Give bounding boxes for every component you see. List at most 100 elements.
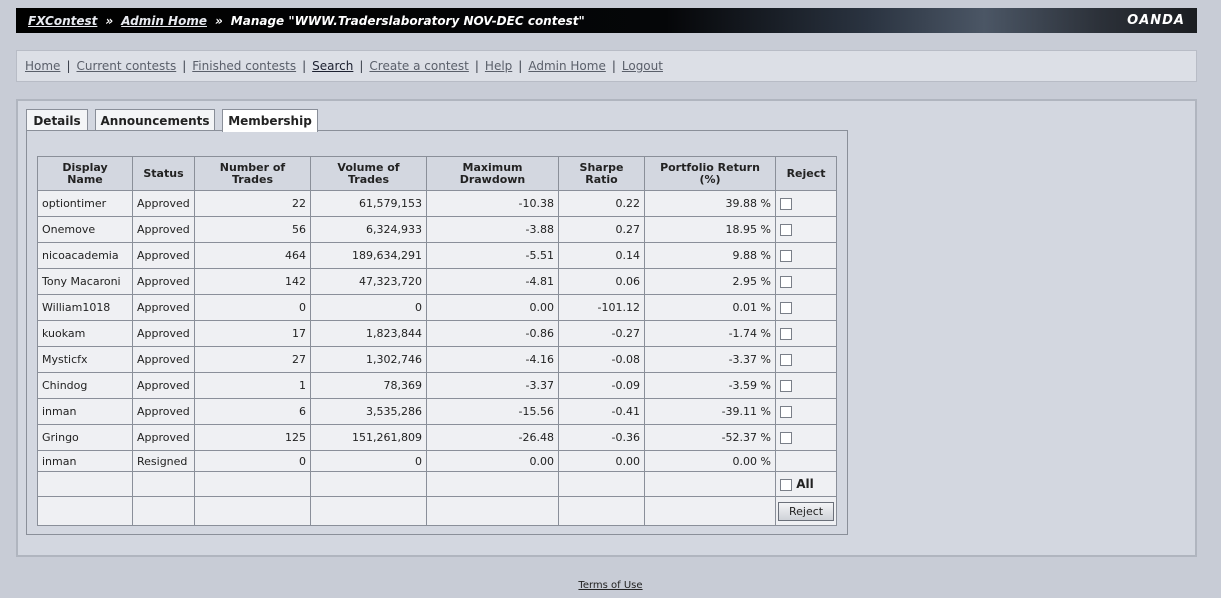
cell-volume: 61,579,153 [310,190,427,217]
nav-help[interactable]: Help [484,59,513,73]
cell-drawdown: -15.56 [426,398,559,425]
nav-separator: | [66,59,71,73]
reject-checkbox[interactable] [780,302,792,314]
empty-cell [37,471,133,497]
tab-announcements[interactable]: Announcements [95,109,215,131]
empty-cell [132,471,195,497]
empty-cell [310,471,427,497]
reject-checkbox[interactable] [780,432,792,444]
cell-trades: 0 [194,294,311,321]
cell-volume: 189,634,291 [310,242,427,269]
reject-checkbox[interactable] [780,276,792,288]
select-all-cell: All [774,471,838,497]
empty-cell [644,496,776,526]
cell-reject [774,372,838,399]
nav-current-contests[interactable]: Current contests [76,59,177,73]
cell-display-name: inman [37,450,133,472]
table-row: optiontimer Approved 22 61,579,153 -10.3… [37,190,838,217]
tab-details[interactable]: Details [26,109,88,131]
admin-home-breadcrumb-link[interactable]: Admin Home [121,13,207,28]
breadcrumb-separator: » [214,13,223,28]
terms-of-use-link[interactable]: Terms of Use [578,580,643,591]
cell-trades: 17 [194,320,311,347]
header-number-of-trades[interactable]: Number of Trades [194,156,311,191]
select-all-checkbox[interactable] [780,478,792,491]
nav-home[interactable]: Home [25,59,61,73]
cell-trades: 0 [194,450,311,472]
cell-status: Approved [132,294,195,321]
select-all-label: All [796,477,814,491]
table-row: inman Approved 6 3,535,286 -15.56 -0.41 … [37,398,838,425]
cell-status: Approved [132,216,195,243]
cell-return: 39.88 % [644,190,776,217]
header-volume-of-trades[interactable]: Volume of Trades [310,156,427,191]
empty-cell [194,496,311,526]
cell-drawdown: -5.51 [426,242,559,269]
cell-drawdown: -26.48 [426,424,559,451]
reject-checkbox[interactable] [780,250,792,262]
membership-table: Display Name Status Number of Trades Volum… [37,156,838,526]
cell-status: Resigned [132,450,195,472]
cell-reject [774,424,838,451]
nav-admin-home[interactable]: Admin Home [528,59,606,73]
cell-volume: 151,261,809 [310,424,427,451]
cell-sharpe: -0.36 [558,424,645,451]
cell-sharpe: -0.41 [558,398,645,425]
select-all-row: All [37,471,838,497]
actions-row: Reject [37,496,838,526]
nav-finished-contests[interactable]: Finished contests [192,59,297,73]
cell-display-name: kuokam [37,320,133,347]
empty-cell [426,496,559,526]
cell-reject [774,268,838,295]
cell-status: Approved [132,398,195,425]
cell-display-name: optiontimer [37,190,133,217]
nav-create-contest[interactable]: Create a contest [369,59,469,73]
header-portfolio-return[interactable]: Portfolio Return (%) [644,156,776,191]
nav-logout[interactable]: Logout [621,59,663,73]
cell-trades: 56 [194,216,311,243]
reject-checkbox[interactable] [780,354,792,366]
page-title: Manage "WWW.Traderslaboratory NOV-DEC co… [230,13,585,28]
cell-volume: 1,302,746 [310,346,427,373]
nav-separator: | [302,59,307,73]
oanda-logo: OANDA [1127,13,1185,28]
tab-membership[interactable]: Membership [222,109,318,132]
header-sharpe-ratio[interactable]: Sharpe Ratio [558,156,645,191]
cell-return: -1.74 % [644,320,776,347]
cell-reject [774,450,838,472]
table-row: Gringo Approved 125 151,261,809 -26.48 -… [37,424,838,451]
cell-display-name: Tony Macaroni [37,268,133,295]
cell-status: Approved [132,424,195,451]
reject-checkbox[interactable] [780,328,792,340]
reject-button[interactable]: Reject [778,501,835,521]
reject-checkbox[interactable] [780,380,792,392]
header-display-name[interactable]: Display Name [37,156,133,191]
reject-checkbox[interactable] [780,406,792,418]
cell-reject [774,216,838,243]
cell-sharpe: 0.14 [558,242,645,269]
table-row: inman Resigned 0 0 0.00 0.00 0.00 % [37,450,838,472]
cell-volume: 1,823,844 [310,320,427,347]
header-status[interactable]: Status [132,156,195,191]
cell-reject [774,398,838,425]
reject-checkbox[interactable] [780,224,792,236]
cell-return: 18.95 % [644,216,776,243]
header-maximum-drawdown[interactable]: Maximum Drawdown [426,156,559,191]
nav-separator: | [182,59,187,73]
fxcontest-link[interactable]: FXContest [28,13,98,28]
breadcrumb-separator: » [105,13,114,28]
empty-cell [558,496,645,526]
reject-checkbox[interactable] [780,198,792,210]
cell-display-name: Onemove [37,216,133,243]
cell-return: 2.95 % [644,268,776,295]
cell-status: Approved [132,346,195,373]
cell-volume: 6,324,933 [310,216,427,243]
nav-search[interactable]: Search [312,59,354,73]
cell-trades: 142 [194,268,311,295]
empty-cell [37,496,133,526]
empty-cell [426,471,559,497]
table-header-row: Display Name Status Number of Trades Volum… [37,156,838,191]
reject-button-cell: Reject [774,496,838,526]
cell-sharpe: -0.08 [558,346,645,373]
cell-sharpe: 0.22 [558,190,645,217]
